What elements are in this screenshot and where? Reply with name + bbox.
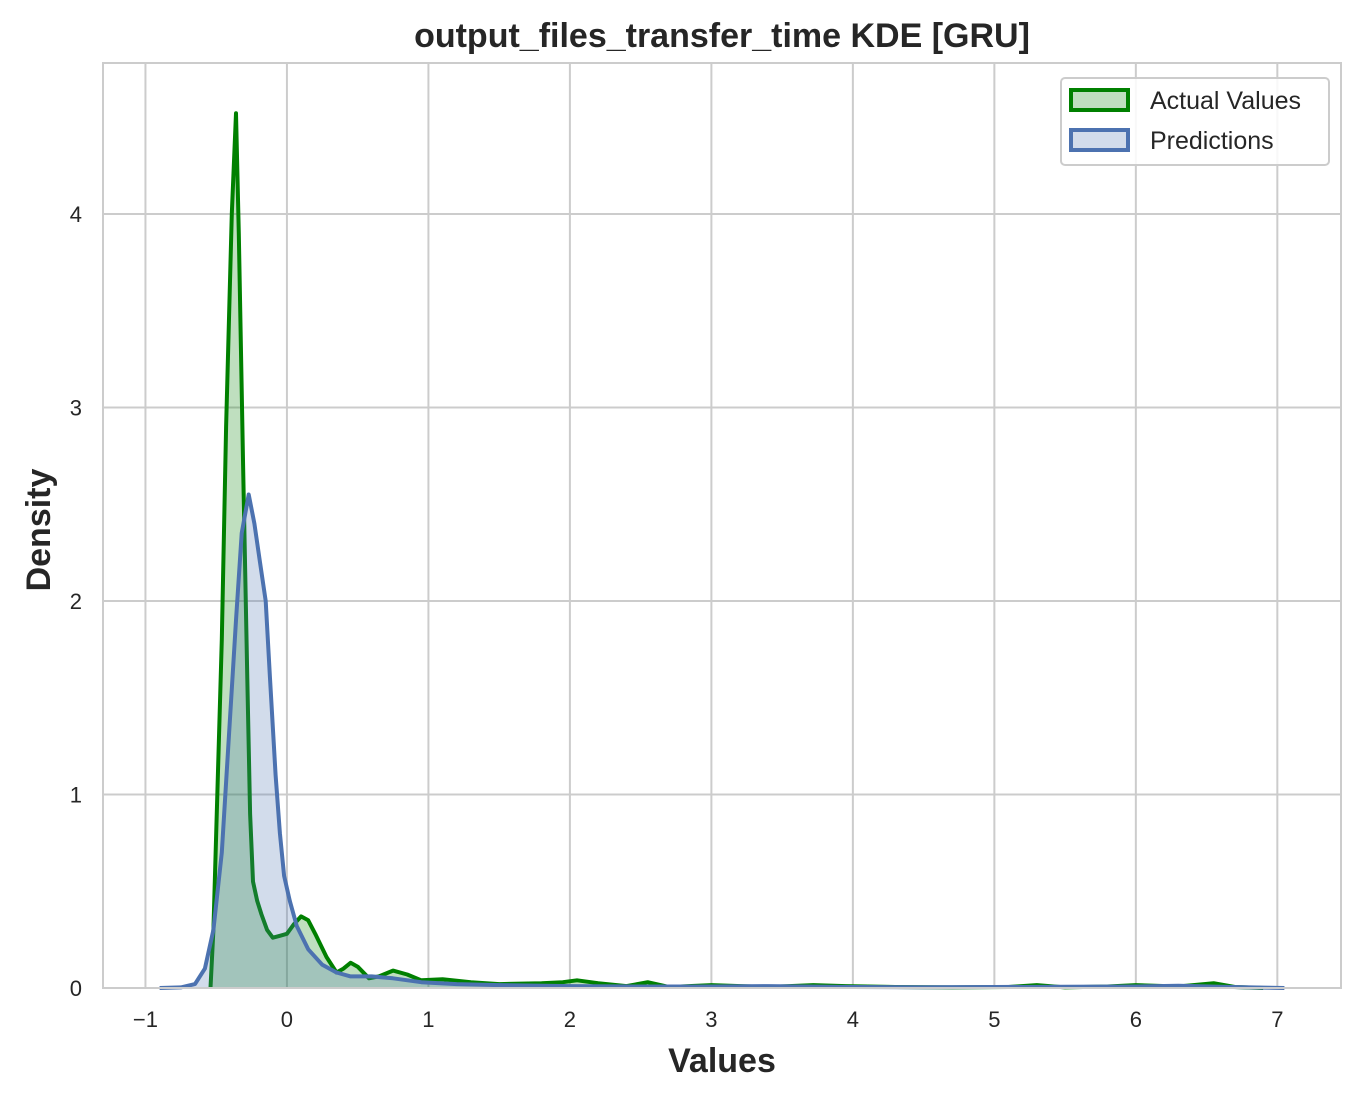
- legend-label-predictions: Predictions: [1150, 127, 1274, 155]
- x-tick-label: 5: [988, 1007, 1000, 1032]
- legend: Actual Values Predictions: [1060, 77, 1330, 166]
- legend-swatch-predictions: [1069, 128, 1130, 152]
- x-tick-label: 3: [705, 1007, 717, 1032]
- legend-label-actual-values: Actual Values: [1150, 87, 1301, 115]
- x-tick-label: 7: [1271, 1007, 1283, 1032]
- x-tick-label: 0: [281, 1007, 293, 1032]
- x-tick-label: 4: [847, 1007, 859, 1032]
- line-predictions: [159, 492, 1285, 990]
- y-tick-label: 3: [70, 395, 82, 420]
- area-actual-values: [210, 113, 1264, 989]
- x-tick-label: 6: [1130, 1007, 1142, 1032]
- legend-swatch-actual-values: [1069, 88, 1130, 112]
- x-axis-label: Values: [668, 1042, 776, 1080]
- line-actual-values: [208, 111, 1264, 990]
- x-tick-labels: −1 0 1 2 3 4 5 6 7: [133, 1007, 1284, 1032]
- y-tick-label: 0: [70, 976, 82, 1001]
- area-predictions: [159, 494, 1285, 988]
- y-tick-label: 1: [70, 782, 82, 807]
- grid: [103, 63, 1341, 989]
- y-tick-labels: 0 1 2 3 4: [70, 202, 82, 1001]
- x-tick-label: 1: [422, 1007, 434, 1032]
- chart-title: output_files_transfer_time KDE [GRU]: [414, 17, 1030, 55]
- x-tick-label: −1: [133, 1007, 158, 1032]
- y-tick-label: 4: [70, 202, 82, 227]
- x-tick-label: 2: [564, 1007, 576, 1032]
- axes-frame: [102, 62, 1342, 989]
- y-tick-label: 2: [70, 589, 82, 614]
- y-axis-label: Density: [20, 469, 58, 592]
- series-layer: [159, 111, 1285, 990]
